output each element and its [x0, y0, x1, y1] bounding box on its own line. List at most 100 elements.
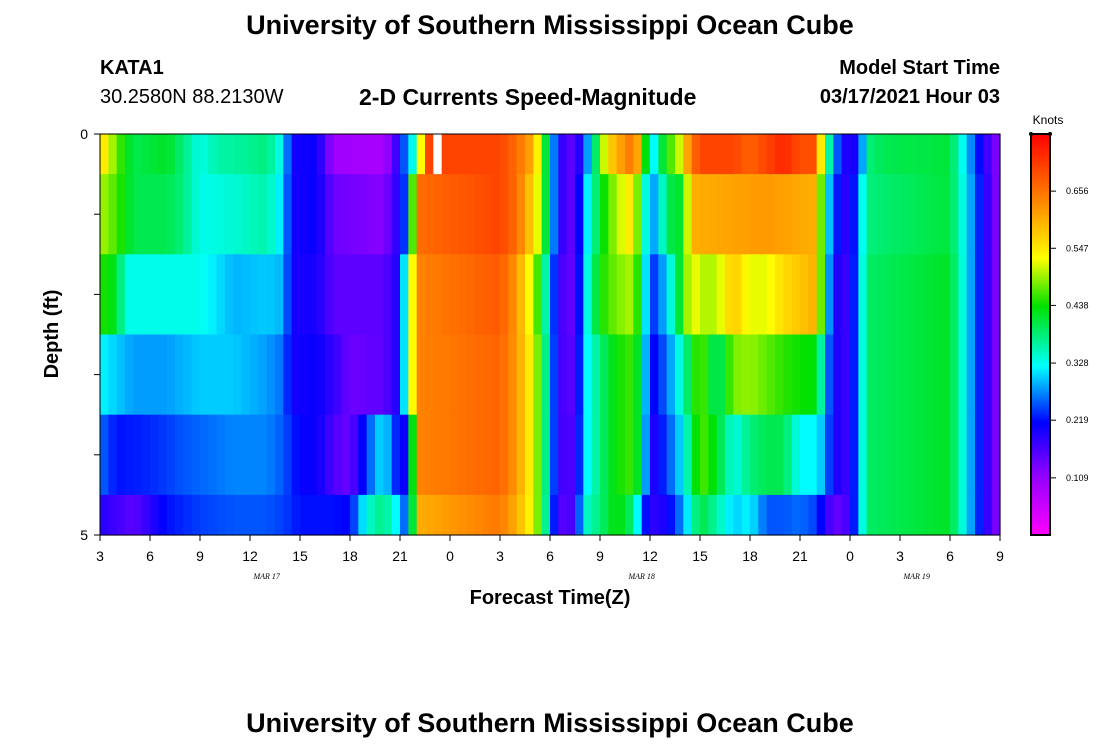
heatmap-cell: [966, 334, 976, 416]
station-id: KATA1: [100, 57, 164, 79]
heatmap-cell: [150, 134, 159, 175]
x-tick-label: 12: [642, 548, 658, 564]
heatmap-cell: [700, 254, 709, 336]
heatmap-cell: [166, 254, 176, 336]
heatmap-cell: [341, 134, 351, 175]
heatmap-cell: [825, 254, 834, 336]
heatmap-cell: [483, 254, 493, 336]
heatmap-cell: [525, 254, 534, 336]
heatmap-cell: [125, 334, 134, 416]
heatmap-cell: [675, 334, 684, 416]
heatmap-cell: [283, 414, 293, 496]
heatmap-cell: [450, 414, 459, 496]
heatmap-cell: [550, 494, 559, 536]
heatmap-cell: [333, 174, 343, 255]
heatmap-cell: [200, 414, 209, 496]
heatmap-cell: [916, 334, 926, 416]
heatmap-cell: [466, 174, 476, 255]
heatmap-cell: [175, 174, 184, 255]
heatmap-cell: [875, 254, 884, 336]
heatmap-cell: [416, 174, 426, 255]
heatmap-cell: [533, 334, 543, 416]
heatmap-cell: [808, 334, 818, 416]
heatmap-cell: [383, 494, 393, 536]
heatmap-cell: [700, 334, 709, 416]
x-tick-label: 3: [896, 548, 904, 564]
heatmap-cell: [333, 254, 343, 336]
heatmap-cell: [100, 334, 109, 416]
heatmap-cell: [191, 414, 201, 496]
heatmap-cell: [466, 334, 476, 416]
heatmap-cell: [100, 134, 109, 175]
heatmap-cell: [841, 494, 851, 536]
heatmap-cell: [158, 174, 168, 255]
heatmap-cell: [958, 334, 968, 416]
heatmap-cell: [458, 414, 468, 496]
heatmap-cell: [300, 174, 309, 255]
heatmap-cell: [425, 254, 434, 336]
heatmap-cell: [158, 414, 168, 496]
heatmap-cell: [558, 134, 568, 175]
heatmap-cell: [433, 494, 443, 536]
heatmap-cell: [933, 254, 943, 336]
heatmap-cell: [783, 254, 793, 336]
heatmap-cell: [316, 254, 326, 336]
heatmap-cell: [266, 494, 276, 536]
heatmap-cell: [766, 414, 776, 496]
heatmap-cell: [666, 174, 676, 255]
heatmap-cell: [375, 414, 384, 496]
heatmap-cell: [233, 494, 243, 536]
heatmap-cell: [991, 414, 1001, 496]
heatmap-cell: [391, 494, 401, 536]
heatmap-cell: [241, 174, 251, 255]
heatmap-cell: [150, 334, 159, 416]
heatmap-cell: [941, 134, 951, 175]
heatmap-cell: [258, 334, 268, 416]
heatmap-cell: [941, 494, 951, 536]
heatmap-cell: [733, 334, 743, 416]
heatmap-cell: [508, 134, 518, 175]
heatmap-cell: [558, 494, 568, 536]
heatmap-cell: [675, 414, 684, 496]
heatmap-cell: [358, 134, 368, 175]
heatmap-cell: [533, 254, 543, 336]
heatmap-cell: [291, 174, 301, 255]
heatmap-cell: [500, 174, 509, 255]
heatmap-cell: [716, 174, 726, 255]
heatmap-cell: [483, 174, 493, 255]
heatmap-cell: [266, 134, 276, 175]
heatmap-cell: [291, 134, 301, 175]
heatmap-cell: [150, 254, 159, 336]
heatmap-cell: [266, 174, 276, 255]
heatmap-cell: [658, 254, 668, 336]
heatmap-cell: [233, 254, 243, 336]
heatmap-cell: [675, 134, 684, 175]
heatmap-cell: [925, 174, 934, 255]
heatmap-cell: [758, 134, 768, 175]
heatmap-cell: [558, 414, 568, 496]
heatmap-cell: [550, 134, 559, 175]
heatmap-cell: [641, 414, 651, 496]
heatmap-cell: [133, 174, 143, 255]
heatmap-cell: [891, 134, 901, 175]
heatmap-cell: [375, 254, 384, 336]
heatmap-cell: [558, 334, 568, 416]
heatmap-cell: [250, 494, 259, 536]
heatmap-cell: [550, 334, 559, 416]
heatmap-cell: [308, 494, 318, 536]
heatmap-cell: [241, 494, 251, 536]
heatmap-cell: [708, 174, 718, 255]
heatmap-cell: [933, 494, 943, 536]
heatmap-cell: [525, 414, 534, 496]
heatmap-cell: [566, 174, 576, 255]
heatmap-cell: [975, 334, 984, 416]
heatmap-cell: [491, 134, 501, 175]
heatmap-cell: [633, 334, 643, 416]
heatmap-cell: [600, 494, 609, 536]
heatmap-cell: [400, 414, 409, 496]
heatmap-cell: [858, 334, 868, 416]
heatmap-cell: [508, 254, 518, 336]
heatmap-cell: [541, 174, 551, 255]
heatmap-cell: [333, 494, 343, 536]
heatmap-cell: [908, 494, 918, 536]
